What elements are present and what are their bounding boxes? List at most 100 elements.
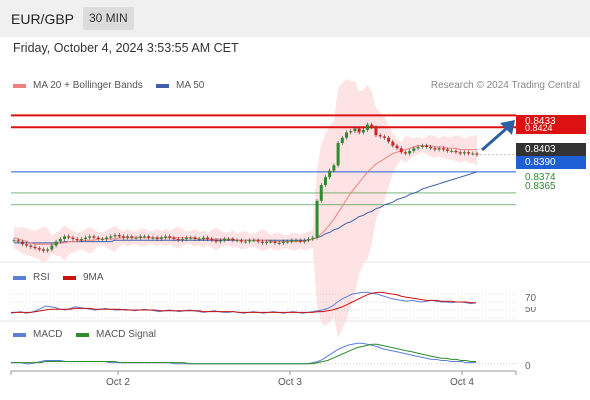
forecast-arrow-head (500, 120, 515, 135)
candle-body (201, 237, 205, 239)
candle-body (265, 241, 269, 243)
candle-body (412, 148, 416, 151)
candle-body (467, 152, 471, 154)
candle-body (340, 137, 344, 144)
candle-body (395, 145, 399, 149)
rsi-ma-swatch (63, 275, 76, 280)
candle-body (378, 135, 382, 137)
support-label-0.8365: 0.8365 (525, 181, 556, 192)
candle-body (88, 236, 92, 238)
legend-rsi-label: RSI (33, 272, 50, 283)
candle-body (353, 128, 357, 132)
candle-body (328, 170, 332, 178)
candle-body (218, 240, 222, 242)
legend-rsi-ma: 9MA (63, 272, 104, 283)
legend-ma20-label: MA 20 + Bollinger Bands (33, 80, 143, 91)
price-tag-current: 0.8403 (516, 143, 586, 156)
legend-macd-label: MACD (33, 329, 63, 340)
candle-body (294, 240, 298, 242)
price-tag-0.8424: 0.8424 (516, 124, 586, 134)
legend-rsi: RSI (13, 272, 50, 283)
candle-body (46, 249, 50, 251)
macd-signal-swatch (76, 332, 89, 337)
chart-datetime: Friday, October 4, 2024 3:53:55 AM CET (13, 41, 239, 55)
candle-body (130, 236, 134, 238)
candle-body (315, 200, 319, 238)
candle-body (25, 244, 29, 246)
candle-body (117, 235, 121, 237)
candle-body (437, 148, 441, 150)
candle-body (239, 240, 243, 242)
candle-body (147, 236, 151, 238)
rsi-level-70: 70 (525, 293, 537, 304)
macd-swatch (13, 332, 26, 337)
legend-macd: MACD (13, 329, 62, 340)
candle-body (458, 152, 462, 154)
candle-body (231, 238, 235, 241)
candle-body (382, 136, 386, 138)
candle-body (441, 148, 445, 150)
candle-body (138, 236, 142, 238)
macd-line (11, 342, 476, 365)
candle-body (67, 236, 71, 238)
candle-body (471, 153, 475, 155)
candle-body (214, 240, 218, 242)
macd-signal-line (11, 343, 476, 365)
candle-body (403, 152, 407, 154)
candle-body (332, 165, 336, 171)
candle-body (374, 127, 378, 136)
x-axis (10, 370, 517, 375)
rsi-ma-line (11, 291, 476, 313)
top-bar: EUR/GBP 30 MIN (0, 0, 590, 37)
candle-body (366, 124, 370, 130)
candle-body (433, 148, 437, 150)
candle-body (349, 131, 353, 133)
candle-body (41, 249, 45, 251)
candle-body (210, 238, 214, 241)
legend-rsi-ma-label: 9MA (83, 272, 104, 283)
candle-body (79, 238, 83, 241)
rsi-line (10, 291, 477, 314)
candle-body (134, 237, 138, 239)
candle-body (323, 177, 327, 186)
candle-body (164, 236, 168, 238)
candle-body (361, 129, 365, 133)
price-tag-ma50: 0.8390 (516, 156, 586, 169)
candle-body (248, 240, 252, 242)
candle-body (71, 237, 75, 239)
rsi-panel (0, 291, 590, 322)
candle-body (302, 240, 306, 242)
candle-body (319, 185, 323, 201)
candle-body (387, 137, 391, 142)
legend-macd-signal-label: MACD Signal (96, 329, 157, 340)
candle-body (113, 235, 117, 237)
x-label-oct4: Oct 4 (450, 377, 474, 388)
candle-body (189, 237, 193, 239)
candle-body (235, 240, 239, 242)
candle-body (126, 236, 130, 238)
rsi-level-50: 50 (525, 307, 537, 315)
candle-body (121, 236, 125, 238)
candle-body (345, 132, 349, 138)
candle-body (92, 236, 96, 238)
candle-body (446, 149, 450, 151)
candle-body (462, 152, 466, 154)
candle-body (298, 240, 302, 242)
candle-body (63, 236, 67, 239)
candle-body (58, 238, 62, 242)
candle-body (20, 241, 24, 245)
forecast-arrow-shaft (481, 126, 508, 152)
candle-body (420, 145, 424, 147)
legend-ma50: MA 50 (156, 80, 204, 91)
candle-body (33, 246, 37, 249)
candle-body (37, 248, 41, 250)
candle-body (227, 238, 231, 240)
candle-body (206, 237, 210, 239)
timeframe-button[interactable]: 30 MIN (83, 7, 134, 30)
candle-body (424, 145, 428, 147)
candle-body (151, 237, 155, 239)
legend-macd-signal: MACD Signal (76, 329, 156, 340)
candle-body (172, 237, 176, 239)
credit-text: Research © 2024 Trading Central (430, 80, 580, 91)
